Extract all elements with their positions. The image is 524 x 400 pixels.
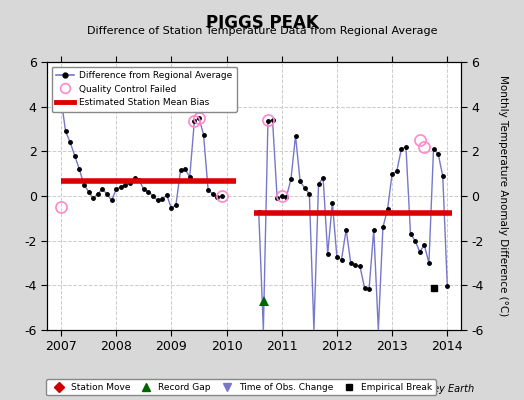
Text: PIGGS PEAK: PIGGS PEAK (205, 14, 319, 32)
Text: Difference of Station Temperature Data from Regional Average: Difference of Station Temperature Data f… (87, 26, 437, 36)
Text: Berkeley Earth: Berkeley Earth (402, 384, 474, 394)
Legend: Station Move, Record Gap, Time of Obs. Change, Empirical Break: Station Move, Record Gap, Time of Obs. C… (46, 379, 436, 396)
Legend: Difference from Regional Average, Quality Control Failed, Estimated Station Mean: Difference from Regional Average, Qualit… (52, 66, 236, 112)
Y-axis label: Monthly Temperature Anomaly Difference (°C): Monthly Temperature Anomaly Difference (… (498, 75, 508, 317)
